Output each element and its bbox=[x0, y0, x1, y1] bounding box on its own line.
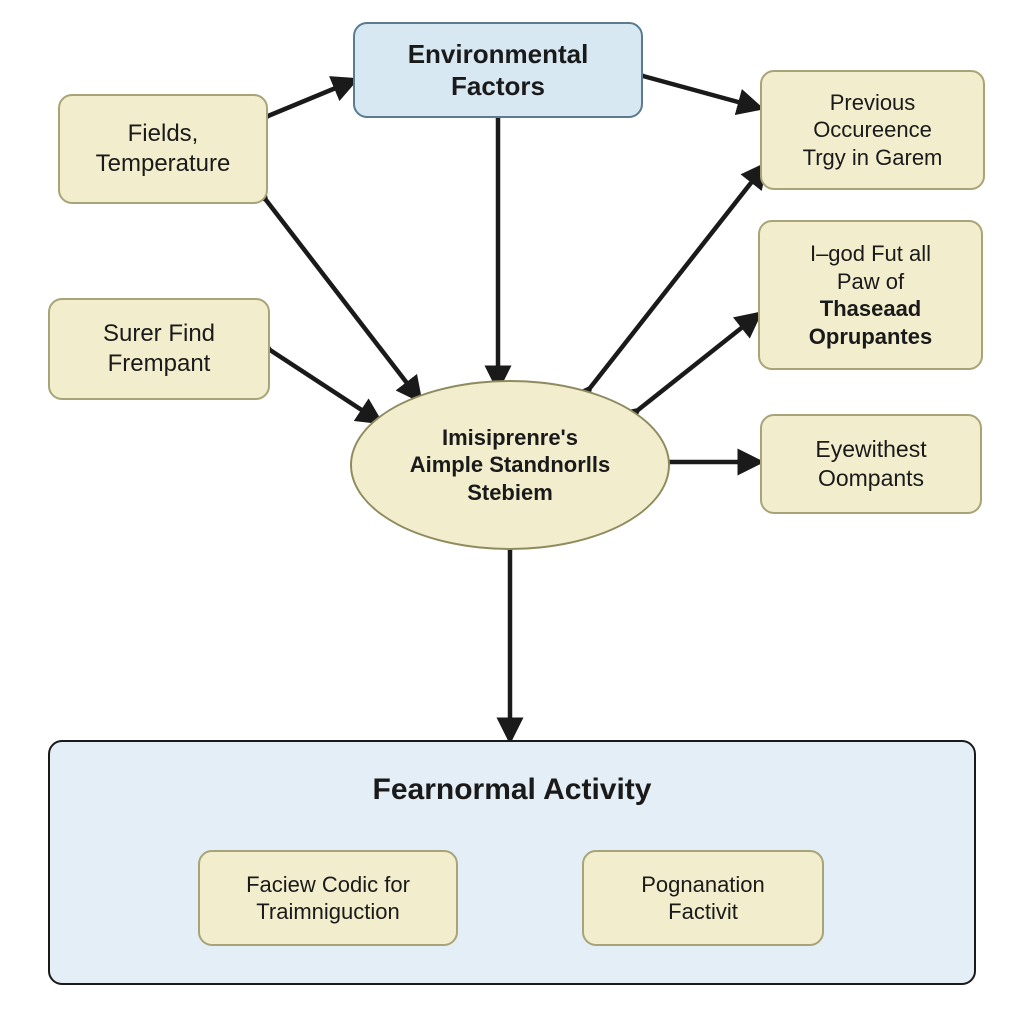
edge-1 bbox=[643, 76, 760, 108]
node-fields: Fields, Temperature bbox=[58, 94, 268, 204]
node-previous: Previous Occureence Trgy in Garem bbox=[760, 70, 985, 190]
node-igod: I–god Fut allPaw ofThaseaadOprupantes bbox=[758, 220, 983, 370]
edge-4 bbox=[270, 350, 380, 422]
node-fear-title: Fearnormal Activity bbox=[50, 742, 974, 809]
node-env: Environmental Factors bbox=[353, 22, 643, 118]
node-env-label: Environmental Factors bbox=[398, 32, 599, 109]
node-pognan: Pognanation Factivit bbox=[582, 850, 824, 946]
node-fields-label: Fields, Temperature bbox=[86, 113, 241, 185]
node-previous-label: Previous Occureence Trgy in Garem bbox=[793, 83, 953, 178]
node-center-label: Imisiprenre's Aimple Standnorlls Stebiem bbox=[400, 418, 620, 513]
edge-6 bbox=[638, 314, 759, 410]
node-faciew-label: Faciew Codic for Traimniguction bbox=[236, 865, 420, 932]
node-center: Imisiprenre's Aimple Standnorlls Stebiem bbox=[350, 380, 670, 550]
node-eyewith: Eyewithest Oompants bbox=[760, 414, 982, 514]
diagram-canvas: Environmental Factors Fields, Temperature… bbox=[0, 0, 1024, 1024]
node-surer-label: Surer Find Frempant bbox=[93, 313, 225, 385]
node-eyewith-label: Eyewithest Oompants bbox=[805, 429, 936, 499]
edge-5 bbox=[590, 165, 765, 388]
node-pognan-label: Pognanation Factivit bbox=[631, 865, 775, 932]
node-faciew: Faciew Codic for Traimniguction bbox=[198, 850, 458, 946]
node-surer: Surer Find Frempant bbox=[48, 298, 270, 400]
edge-0 bbox=[268, 80, 355, 116]
node-fear: Fearnormal Activity bbox=[48, 740, 976, 985]
edge-3 bbox=[266, 200, 420, 400]
node-igod-label: I–god Fut allPaw ofThaseaadOprupantes bbox=[799, 234, 942, 356]
